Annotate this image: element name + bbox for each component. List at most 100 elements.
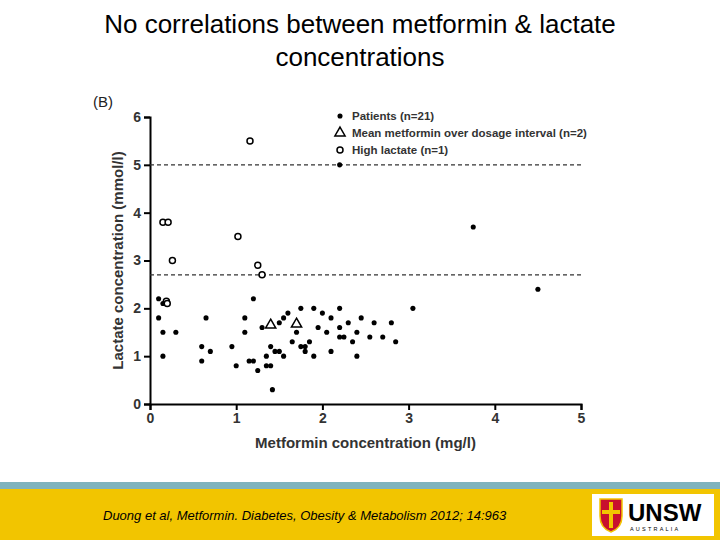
point	[471, 224, 476, 229]
point	[208, 349, 213, 354]
point	[337, 306, 342, 311]
point	[160, 330, 165, 335]
point	[259, 272, 265, 278]
x-tick: 3	[405, 404, 413, 426]
point	[242, 315, 247, 320]
y-tick: 2	[133, 300, 150, 316]
x-tick-label: 5	[578, 410, 586, 426]
y-tick: 6	[133, 109, 150, 125]
point	[199, 358, 204, 363]
point	[285, 311, 290, 316]
point	[337, 325, 342, 330]
logo-tagline: AUSTRALIA	[630, 526, 680, 532]
x-axis: 0 1 2 3 4 5	[147, 404, 586, 426]
legend-marker	[335, 127, 345, 136]
point	[341, 334, 346, 339]
point	[264, 354, 269, 359]
y-tick-label: 6	[133, 109, 141, 125]
x-tick: 4	[491, 404, 499, 426]
point	[255, 368, 260, 373]
point	[165, 219, 171, 225]
x-axis-line	[151, 405, 582, 411]
point	[337, 162, 342, 167]
point	[277, 320, 282, 325]
point	[346, 320, 351, 325]
legend-marker	[337, 147, 343, 153]
x-tick-label: 4	[491, 410, 499, 426]
y-tick: 1	[133, 348, 150, 364]
point	[260, 325, 265, 330]
logo-crest-cross	[609, 502, 613, 528]
y-tick: 5	[133, 157, 150, 173]
point	[303, 349, 308, 354]
panel-label: (B)	[93, 93, 113, 110]
point	[367, 334, 372, 339]
y-tick-label: 0	[133, 396, 141, 412]
point	[328, 349, 333, 354]
y-tick: 4	[133, 205, 150, 221]
y-tick-label: 4	[133, 205, 141, 221]
x-tick-label: 0	[147, 410, 155, 426]
y-tick-label: 5	[133, 157, 141, 173]
point	[316, 325, 321, 330]
y-tick-mark	[144, 404, 150, 406]
point	[294, 330, 299, 335]
point	[173, 330, 178, 335]
logo-crest	[600, 499, 622, 532]
point	[164, 301, 170, 307]
point	[354, 330, 359, 335]
x-tick: 2	[319, 404, 327, 426]
point	[242, 330, 247, 335]
point	[290, 339, 295, 344]
footer-bar	[0, 489, 720, 540]
point	[156, 296, 161, 301]
slide: 0123450123456Metformin concentration (mg…	[0, 0, 720, 540]
footer-stripe	[0, 482, 720, 489]
point	[393, 339, 398, 344]
point	[354, 354, 359, 359]
y-tick-mark	[144, 356, 150, 358]
point	[291, 318, 301, 327]
logo-crest-cross	[602, 510, 620, 514]
point	[303, 344, 308, 349]
y-tick-mark	[144, 260, 150, 262]
logo-text: UNSW	[628, 499, 702, 526]
point	[380, 334, 385, 339]
point	[234, 363, 239, 368]
point	[307, 339, 312, 344]
point	[359, 315, 364, 320]
y-tick-label: 1	[133, 348, 141, 364]
x-tick: 1	[233, 404, 241, 426]
x-tick: 0	[147, 404, 155, 426]
legend-label: Patients (n=21)	[352, 110, 434, 122]
y-tick-mark	[144, 212, 150, 214]
point	[266, 319, 276, 328]
point	[235, 234, 241, 240]
reference-line	[150, 274, 581, 275]
point	[281, 315, 286, 320]
legend-marker	[337, 113, 342, 118]
reference-line	[150, 164, 581, 165]
point	[268, 344, 273, 349]
point	[255, 262, 261, 268]
point	[281, 354, 286, 359]
point	[410, 306, 415, 311]
point	[270, 387, 275, 392]
y-tick: 3	[133, 252, 150, 268]
y-tick-label: 3	[133, 252, 141, 268]
x-tick-label: 2	[319, 410, 327, 426]
y-axis-line	[144, 118, 151, 405]
point	[311, 306, 316, 311]
plot-area	[150, 138, 581, 392]
x-tick: 5	[578, 404, 586, 426]
y-tick-mark	[144, 164, 150, 166]
point	[324, 330, 329, 335]
point	[199, 344, 204, 349]
point	[247, 138, 253, 144]
legend: Patients (n=21)Mean metformin over dosag…	[335, 110, 587, 156]
point	[169, 258, 175, 264]
point	[328, 315, 333, 320]
point	[320, 311, 325, 316]
point	[372, 320, 377, 325]
point	[160, 354, 165, 359]
